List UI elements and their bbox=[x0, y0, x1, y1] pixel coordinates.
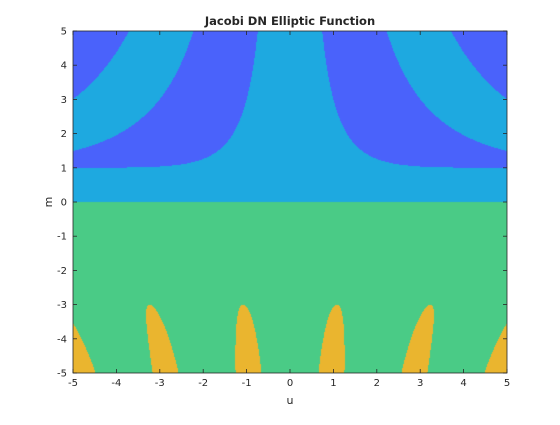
y-tick-label: 4 bbox=[61, 61, 67, 72]
y-tick-label: 2 bbox=[61, 129, 67, 140]
x-tick-label: 0 bbox=[287, 378, 293, 389]
x-axis-label: u bbox=[287, 394, 294, 407]
y-tick-label: -4 bbox=[57, 334, 67, 345]
x-tick-label: -1 bbox=[242, 378, 252, 389]
x-tick-label: 4 bbox=[460, 378, 466, 389]
y-tick-label: 0 bbox=[61, 198, 67, 209]
axes: -5 -4 -3 -2 -1 0 1 2 3 4 5 5 4 3 2 1 0 -1 -2 -3 -4 -5 bbox=[57, 27, 510, 390]
y-tick-label: 5 bbox=[61, 27, 67, 38]
x-tick-label: 3 bbox=[417, 378, 423, 389]
y-tick-label: -1 bbox=[57, 232, 67, 243]
x-tick-label: -5 bbox=[68, 378, 78, 389]
x-tick-label: -3 bbox=[155, 378, 165, 389]
y-tick-label: -3 bbox=[57, 300, 67, 311]
plot-area bbox=[73, 31, 507, 373]
y-tick-label: 3 bbox=[61, 95, 67, 106]
x-tick-label: -4 bbox=[111, 378, 121, 389]
y-tick-label: -2 bbox=[57, 266, 67, 277]
contour-fill bbox=[73, 31, 507, 373]
x-tick-label: 2 bbox=[374, 378, 380, 389]
y-tick-label: -5 bbox=[57, 369, 67, 380]
x-tick-label: 5 bbox=[504, 378, 510, 389]
x-tick-label: 1 bbox=[330, 378, 336, 389]
x-tick-label: -2 bbox=[198, 378, 208, 389]
y-axis-label: m bbox=[42, 197, 55, 208]
chart-title: Jacobi DN Elliptic Function bbox=[204, 14, 375, 28]
y-tick-label: 1 bbox=[61, 163, 67, 174]
